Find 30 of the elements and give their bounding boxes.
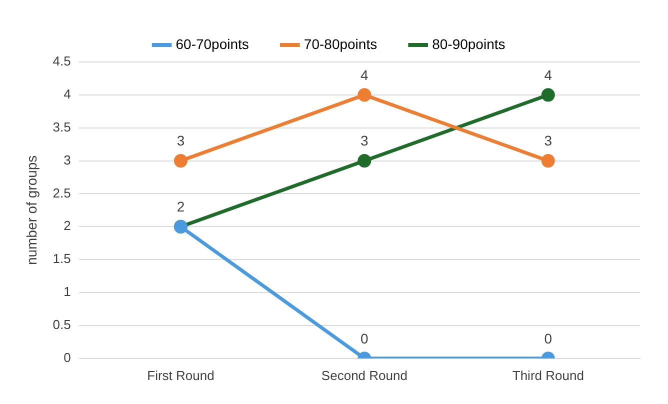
x-tick-label: First Round — [147, 368, 214, 383]
data-label: 3 — [360, 132, 369, 149]
y-tick-label: 3.5 — [52, 119, 71, 134]
legend-label: 80-90points — [432, 36, 506, 52]
data-label: 3 — [544, 132, 552, 149]
y-tick-label: 1.5 — [52, 251, 71, 266]
y-axis-title: number of groups — [23, 155, 40, 266]
data-label: 3 — [176, 132, 185, 149]
x-tick-label: Third Round — [512, 368, 584, 383]
data-label: 0 — [544, 330, 552, 346]
y-tick-label: 2 — [64, 218, 71, 234]
legend-label: 70-80points — [304, 36, 378, 52]
y-tick-label: 4 — [64, 86, 71, 102]
data-label: 2 — [176, 198, 185, 215]
data-label: 4 — [360, 66, 369, 83]
x-tick-label: Second Round — [321, 368, 408, 383]
point — [541, 88, 555, 102]
data-label: 0 — [360, 330, 369, 346]
y-tick-label: 0.5 — [52, 317, 71, 332]
y-tick-label: 1 — [64, 284, 71, 300]
y-tick-label: 2.5 — [52, 185, 71, 200]
point — [541, 154, 555, 168]
point — [358, 154, 372, 168]
point — [358, 88, 372, 102]
y-tick-label: 0 — [64, 350, 71, 365]
y-tick-label: 4.5 — [52, 54, 71, 69]
data-label: 4 — [544, 66, 552, 83]
point — [174, 154, 188, 168]
y-tick-label: 3 — [64, 152, 71, 168]
legend-label: 60-70points — [176, 36, 249, 52]
